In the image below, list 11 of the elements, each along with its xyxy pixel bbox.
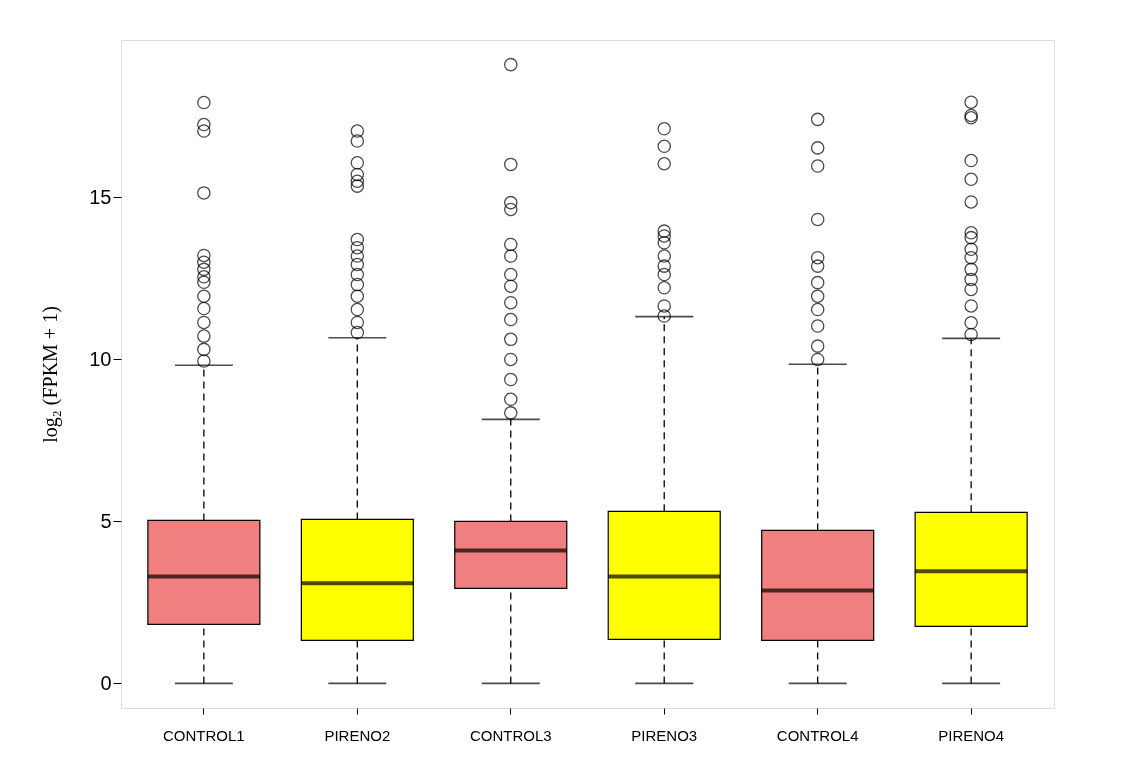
x-tick-label: PIRENO4	[938, 726, 1005, 744]
x-tick-label: CONTROL1	[163, 726, 245, 744]
x-tick-label: PIRENO2	[324, 726, 391, 744]
x-tick-label: CONTROL4	[776, 726, 859, 744]
y-tick-label: 5	[100, 509, 112, 532]
x-tick-label: PIRENO3	[631, 726, 698, 744]
y-tick-label: 10	[89, 347, 112, 370]
y-tick-label: 0	[100, 671, 112, 694]
x-tick-label: CONTROL3	[469, 726, 552, 744]
y-tick-label: 15	[89, 185, 112, 208]
y-axis-title: log₂ (FPKM + 1)	[39, 306, 63, 443]
